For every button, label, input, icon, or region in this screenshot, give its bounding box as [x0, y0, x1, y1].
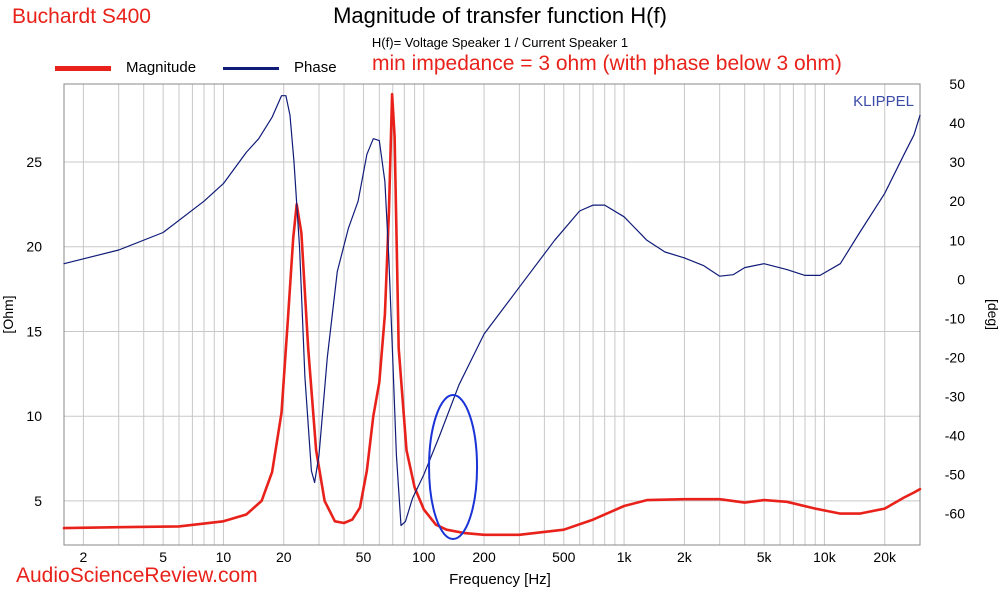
x-tick-label: 10 [216, 549, 232, 565]
y-axis-label: [Ohm] [0, 295, 16, 333]
brand-title: Buchardt S400 [12, 5, 151, 28]
y-tick-label: 25 [26, 154, 42, 170]
x-tick-label: 5k [757, 549, 773, 565]
y2-tick-label: 40 [949, 115, 965, 131]
y2-axis-label: [deg] [985, 299, 1000, 330]
x-tick-label: 1k [617, 549, 633, 565]
y2-tick-label: 20 [949, 193, 965, 209]
klippel-label: KLIPPEL [853, 93, 914, 110]
magnitude-series-line [62, 92, 922, 537]
y2-tick-label: -40 [945, 428, 965, 444]
min-impedance-note: min impedance = 3 ohm (with phase below … [372, 52, 842, 75]
x-tick-label: 20 [276, 549, 292, 565]
y-tick-label: 15 [26, 323, 42, 339]
legend-magnitude-label: Magnitude [126, 59, 197, 76]
legend-phase-label: Phase [294, 59, 337, 76]
x-tick-label: 5 [159, 549, 167, 565]
legend-magnitude-swatch [55, 66, 111, 71]
chart-subtitle: H(f)= Voltage Speaker 1 / Current Speake… [371, 35, 629, 50]
y2-tick-label: 50 [949, 76, 965, 92]
x-tick-label: 2k [677, 549, 693, 565]
x-tick-label: 50 [356, 549, 372, 565]
y2-tick-label: -30 [945, 389, 965, 405]
y-tick-label: 10 [26, 408, 42, 424]
chart-title: Magnitude of transfer function H(f) [333, 3, 667, 28]
x-axis-label: Frequency [Hz] [449, 571, 551, 588]
x-tick-label: 200 [472, 549, 496, 565]
legend-phase-swatch [223, 67, 279, 70]
y2-tick-label: 10 [949, 232, 965, 248]
watermark: AudioScienceReview.com [16, 564, 258, 587]
x-tick-label: 10k [813, 549, 837, 565]
y2-tick-label: -20 [945, 349, 965, 365]
y2-tick-label: -50 [945, 467, 965, 483]
phase-series-line [63, 95, 921, 527]
y2-tick-label: 0 [957, 271, 965, 287]
y2-tick-label: -10 [945, 310, 965, 326]
annotation-ellipse [428, 394, 479, 541]
x-tick-label: 20k [873, 549, 897, 565]
x-tick-label: 500 [552, 549, 576, 565]
y2-tick-label: 30 [949, 154, 965, 170]
x-tick-label: 100 [412, 549, 436, 565]
y-tick-label: 20 [26, 239, 42, 255]
x-tick-label: 2 [80, 549, 88, 565]
y2-tick-label: -60 [945, 506, 965, 522]
y-tick-label: 5 [34, 493, 42, 509]
plot-border [63, 83, 921, 546]
